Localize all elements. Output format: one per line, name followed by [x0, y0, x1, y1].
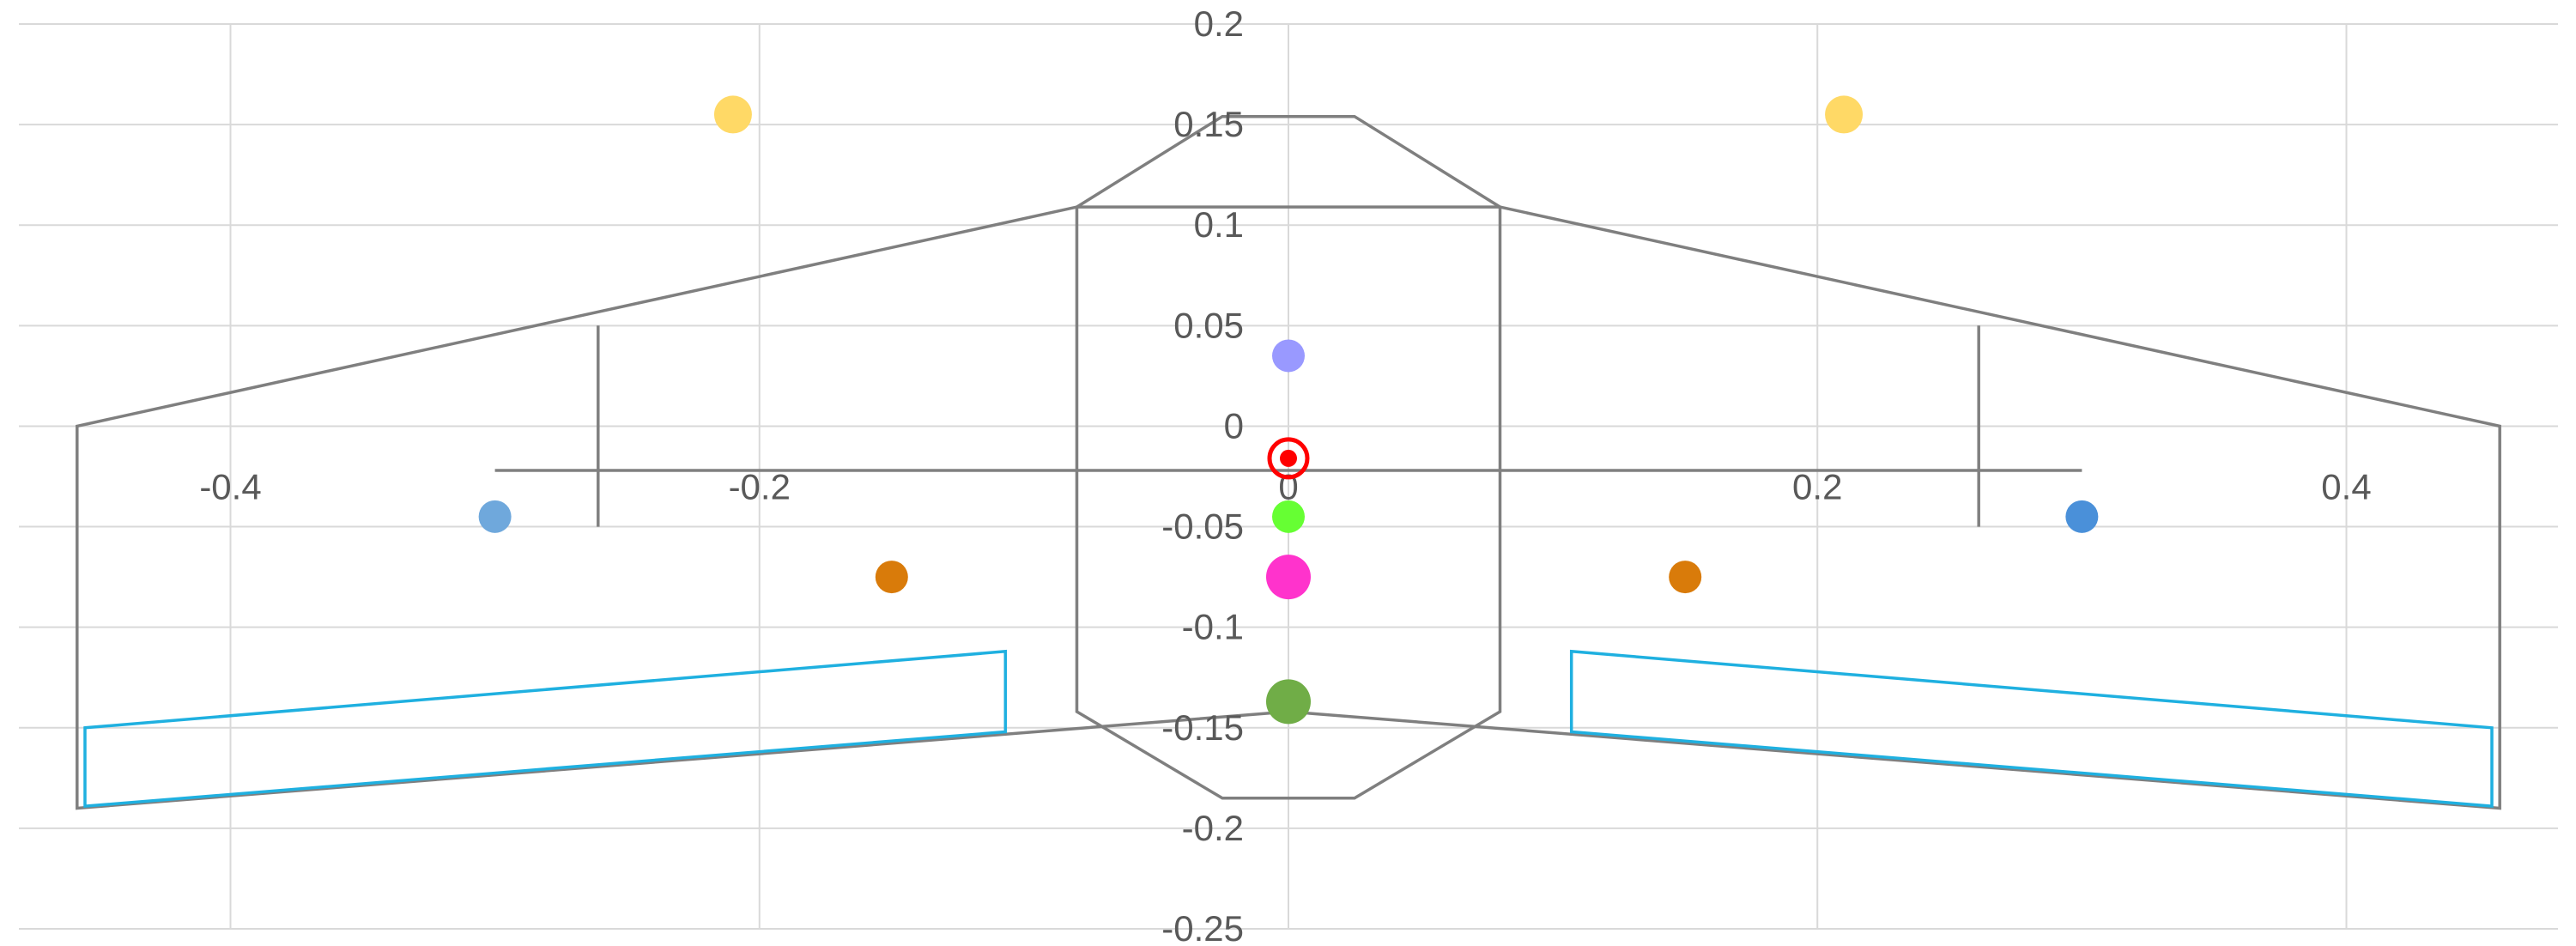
left-aileron-outline: [83, 649, 1008, 808]
y-tick-label: -0.05: [1161, 506, 1244, 547]
y-tick-label: -0.15: [1161, 707, 1244, 748]
data-point: [1669, 561, 1702, 594]
y-tick-label: -0.1: [1182, 607, 1244, 647]
y-tick-label: 0.1: [1194, 204, 1244, 245]
data-point: [1266, 679, 1311, 725]
y-tick-label: 0.05: [1173, 305, 1244, 345]
y-tick-label: 0: [1224, 405, 1244, 446]
x-tick-label: -0.4: [199, 466, 261, 506]
y-tick-label: 0.15: [1173, 104, 1244, 144]
data-points: [478, 95, 2099, 725]
data-point: [875, 561, 908, 594]
y-tick-label: -0.25: [1161, 908, 1244, 946]
data-point: [1266, 555, 1311, 600]
data-point-ring: [1267, 437, 1310, 480]
x-tick-label: 0.2: [1792, 466, 1842, 506]
y-tick-label: -0.2: [1182, 808, 1244, 848]
right-aileron-outline: [1569, 649, 2494, 808]
x-tick-label: -0.2: [729, 466, 791, 506]
wing-outline: [76, 205, 2501, 810]
y-tick-label: 0.2: [1194, 3, 1244, 44]
aircraft-outline: [76, 114, 2501, 810]
data-point: [1825, 95, 1864, 134]
data-point: [1272, 339, 1305, 373]
data-point: [1280, 449, 1297, 467]
x-axis-tick-labels: -0.4 -0.2 0 0.2 0.4: [199, 466, 2371, 506]
fuselage-outline: [1075, 114, 1502, 800]
x-tick-label: 0.4: [2321, 466, 2371, 506]
data-point: [478, 500, 512, 533]
data-point: [1272, 500, 1305, 533]
data-point: [713, 95, 752, 134]
y-axis-tick-labels: 0.2 0.15 0.1 0.05 0 -0.05 -0.1 -0.15 -0.2 -0.25: [1161, 3, 1244, 946]
data-point: [2065, 500, 2099, 533]
